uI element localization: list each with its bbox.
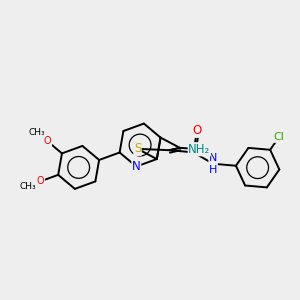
Text: O: O	[193, 124, 202, 137]
Text: O: O	[37, 176, 45, 186]
Text: CH₃: CH₃	[28, 128, 45, 137]
Text: NH₂: NH₂	[188, 143, 211, 156]
Text: N: N	[132, 160, 141, 173]
Text: S: S	[134, 142, 141, 155]
Text: N
H: N H	[209, 153, 217, 175]
Text: CH₃: CH₃	[19, 182, 36, 190]
Text: O: O	[44, 136, 52, 146]
Text: Cl: Cl	[273, 132, 284, 142]
